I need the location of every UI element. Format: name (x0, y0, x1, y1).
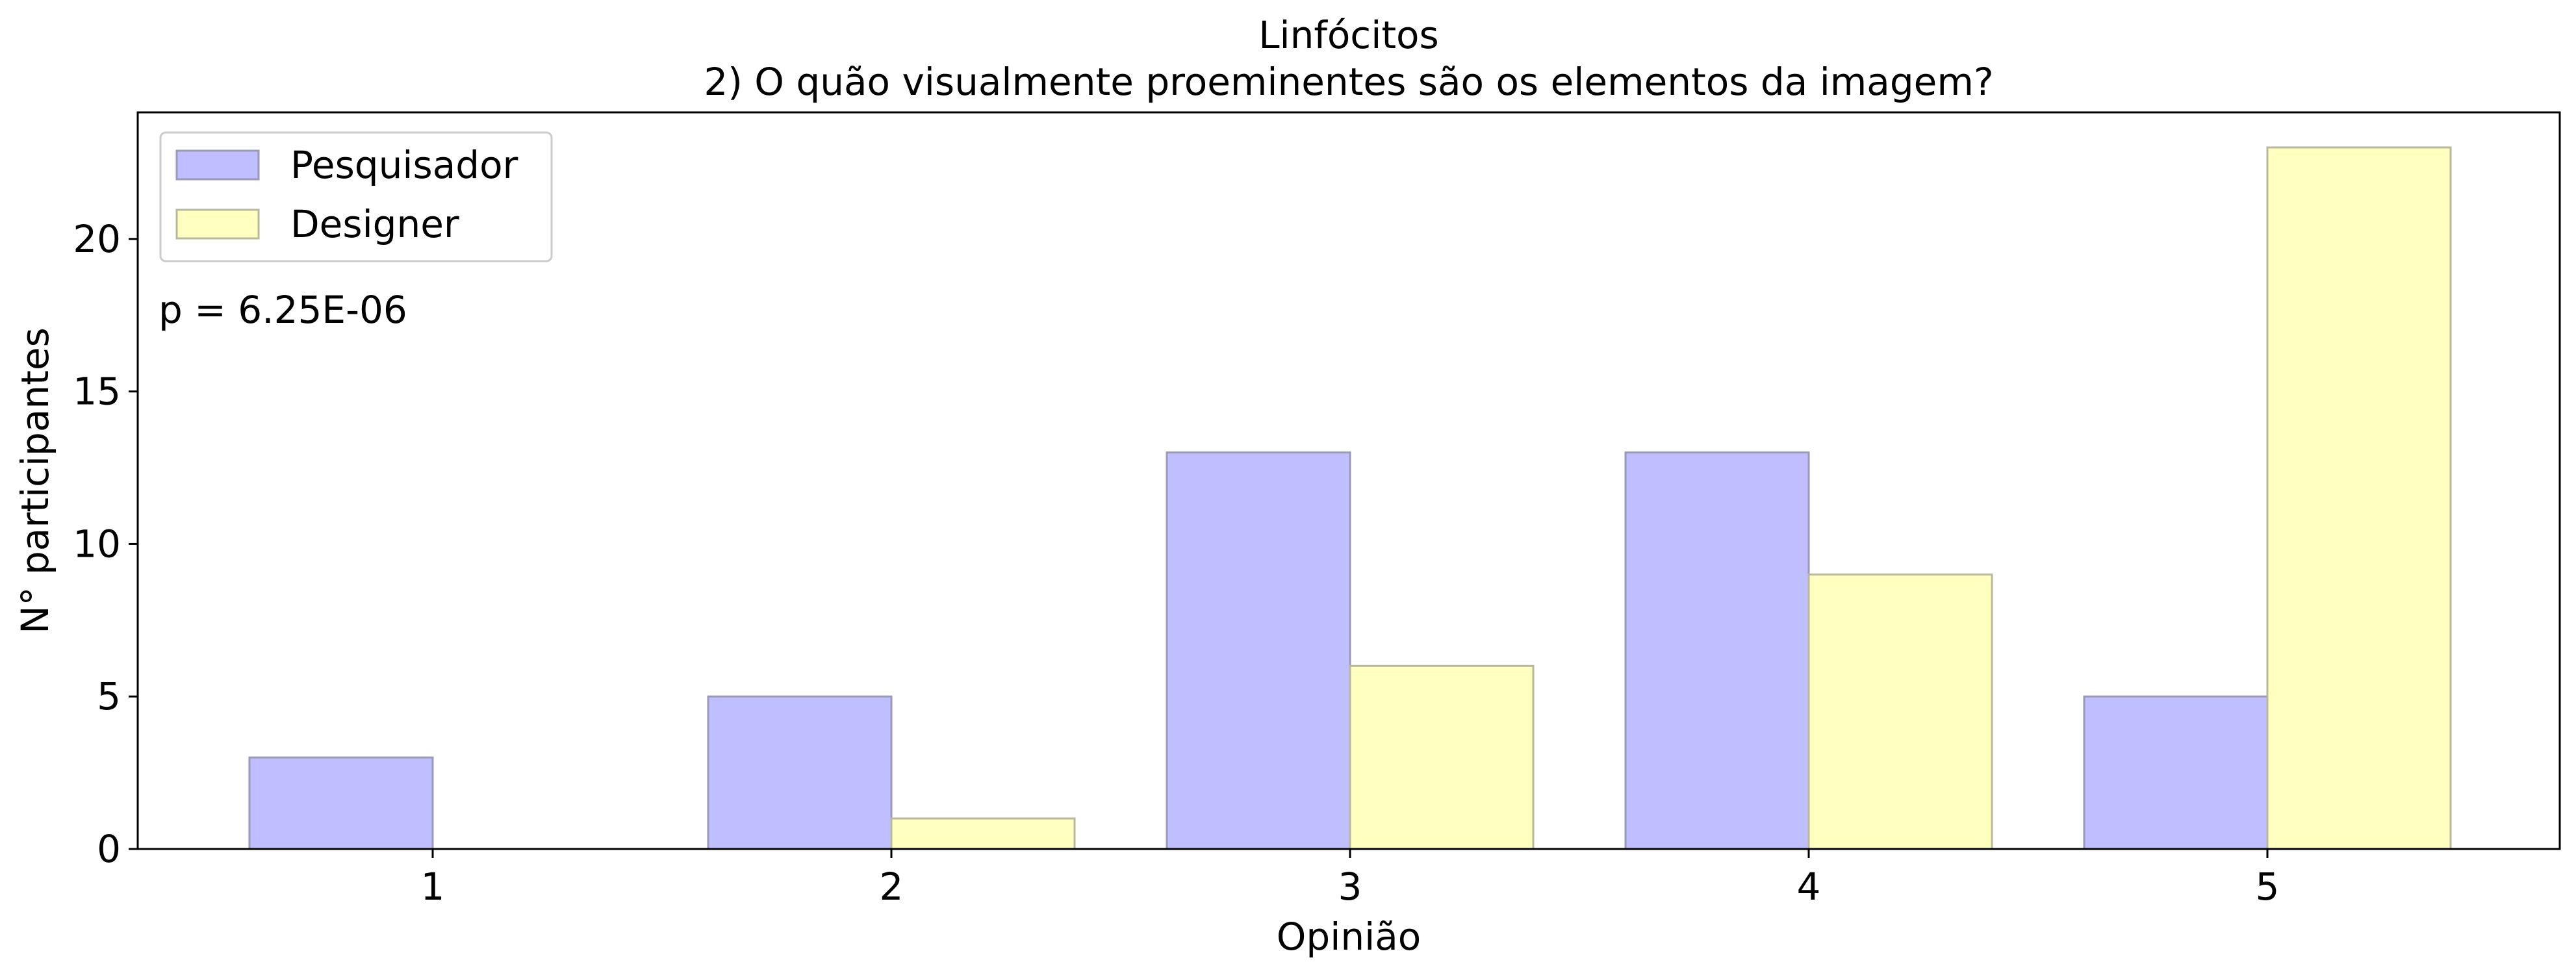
bar-pesquisador-3 (1166, 451, 1351, 850)
legend-swatch-pesquisador (175, 149, 260, 181)
y-axis-label: N° participantes (13, 327, 57, 634)
y-tick-label-15: 15 (73, 370, 121, 414)
bars-layer (248, 146, 2452, 850)
y-tick-label-0: 0 (97, 827, 121, 871)
chart-title: Linfócitos (1258, 13, 1439, 57)
y-tick-label-20: 20 (73, 217, 121, 261)
bar-designer-4 (1807, 573, 1993, 850)
legend-label-pesquisador: Pesquisador (290, 143, 518, 187)
bar-designer-2 (890, 817, 1076, 850)
bar-pesquisador-5 (2083, 695, 2269, 850)
x-tick-label-3: 3 (1338, 865, 1362, 909)
bar-designer-5 (2266, 146, 2452, 850)
x-tick-label-4: 4 (1797, 865, 1821, 909)
x-tick-label-1: 1 (421, 865, 445, 909)
p-value-annotation: p = 6.25E-06 (159, 288, 407, 332)
bar-pesquisador-1 (248, 756, 434, 850)
chart-subtitle: 2) O quão visualmente proeminentes são o… (704, 60, 1993, 104)
ticks-layer: 1 2 3 4 5 0 5 10 15 20 (73, 217, 2279, 909)
bar-designer-3 (1349, 665, 1535, 850)
x-axis-label: Opinião (1277, 915, 1421, 959)
y-tick-label-5: 5 (97, 674, 121, 718)
plot-frame (136, 111, 2561, 850)
bar-pesquisador-2 (707, 695, 893, 850)
legend-swatch-designer (175, 209, 260, 240)
x-tick-label-5: 5 (2256, 865, 2280, 909)
x-tick-label-2: 2 (880, 865, 904, 909)
bar-pesquisador-4 (1624, 451, 1810, 850)
legend-label-designer: Designer (290, 202, 459, 246)
y-tick-label-10: 10 (73, 522, 121, 566)
legend: Pesquisador Designer (159, 131, 553, 262)
